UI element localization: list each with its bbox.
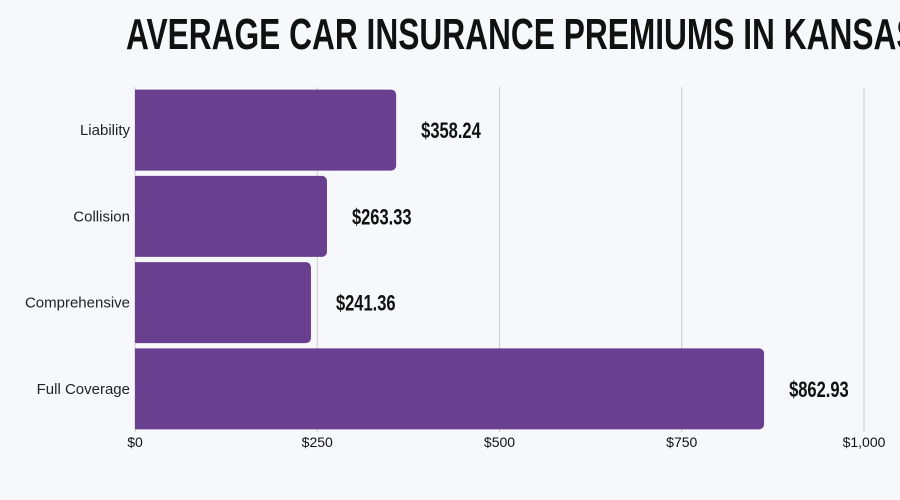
y-tick-label: Liability <box>80 122 131 139</box>
x-tick-label: $750 <box>666 434 697 450</box>
y-tick-label: Comprehensive <box>25 295 130 312</box>
x-tick-label: $500 <box>484 434 515 450</box>
bar <box>135 348 765 430</box>
bar <box>135 89 397 171</box>
bar <box>135 175 327 257</box>
chart-title: AVERAGE CAR INSURANCE PREMIUMS IN KANSAS <box>126 10 900 59</box>
bar <box>135 262 311 344</box>
x-tick-label: $250 <box>302 434 333 450</box>
x-tick-label: $1,000 <box>843 434 886 450</box>
data-label: $862.93 <box>789 378 849 403</box>
y-tick-label: Full Coverage <box>37 381 130 398</box>
data-label: $241.36 <box>336 291 396 316</box>
y-tick-label: Collision <box>73 208 130 225</box>
data-label: $358.24 <box>421 119 481 144</box>
data-label: $263.33 <box>352 205 412 230</box>
x-tick-label: $0 <box>127 434 143 450</box>
